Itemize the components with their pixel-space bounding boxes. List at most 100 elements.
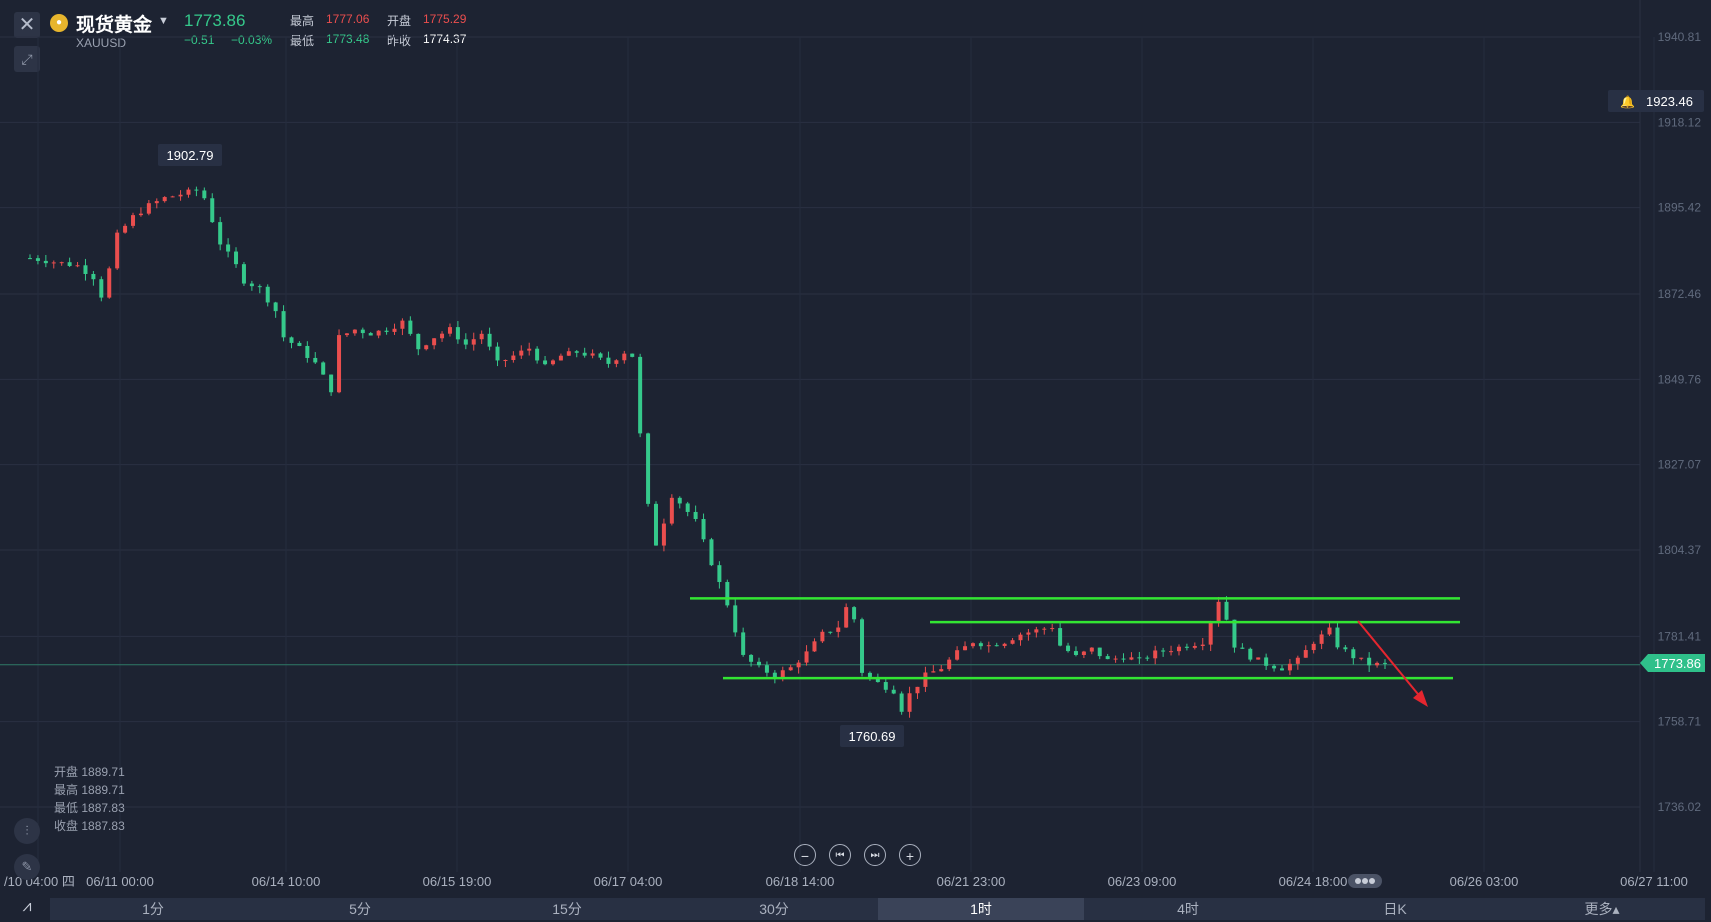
candle — [1335, 622, 1340, 650]
tab-daily[interactable]: 日K — [1383, 901, 1407, 917]
candle — [392, 323, 397, 335]
candle — [867, 671, 872, 681]
candle — [1319, 630, 1324, 650]
candle — [1272, 664, 1277, 672]
x-axis: /10 04:00 四 06/11 00:00 06/14 10:00 06/15 1… — [4, 874, 1688, 889]
candle — [131, 212, 136, 229]
candle — [622, 350, 627, 364]
candle — [519, 345, 524, 359]
candle — [907, 686, 912, 718]
candle — [931, 665, 936, 673]
candle — [1367, 652, 1372, 672]
x-tick-label: 06/11 00:00 — [86, 874, 154, 889]
candle — [1184, 643, 1189, 651]
candle — [566, 347, 571, 356]
tab-1hour[interactable]: 1时 — [878, 898, 1084, 920]
candle — [963, 641, 968, 651]
candle — [234, 247, 239, 268]
candle — [915, 686, 920, 699]
candle — [503, 359, 508, 368]
tab-5min[interactable]: 5分 — [349, 901, 371, 917]
candle — [606, 351, 611, 368]
candle — [384, 327, 389, 335]
candle — [772, 670, 777, 684]
candle — [1248, 647, 1253, 662]
symbol-name[interactable]: 现货黄金 — [76, 15, 153, 36]
candle — [1010, 637, 1015, 645]
candle — [337, 329, 342, 394]
candle — [804, 645, 809, 666]
y-tick-label: 1758.71 — [1658, 715, 1702, 729]
candle — [178, 190, 183, 201]
candle — [91, 270, 96, 286]
candle — [1287, 659, 1292, 676]
candle — [1240, 643, 1245, 649]
candle — [590, 349, 595, 359]
candle — [1129, 652, 1134, 661]
candle — [344, 333, 349, 337]
alert-price-tag[interactable]: 🔔 1923.46 — [1608, 90, 1704, 112]
candle — [329, 374, 334, 396]
candle — [994, 642, 999, 647]
candle — [463, 333, 468, 350]
chart-type-icon[interactable]: ⩘ — [22, 898, 32, 915]
candle — [527, 342, 532, 356]
tab-more[interactable]: 更多▴ — [1584, 901, 1620, 917]
tab-15min[interactable]: 15分 — [552, 901, 582, 917]
candle — [1232, 619, 1237, 653]
zoom-in-button[interactable]: + — [899, 844, 921, 866]
x-tick-label: 06/14 10:00 — [252, 874, 321, 889]
candle — [1351, 647, 1356, 665]
candle — [677, 496, 682, 509]
candle — [614, 359, 619, 368]
candle — [186, 187, 191, 198]
candle — [733, 599, 738, 637]
y-tick-label: 1940.81 — [1658, 30, 1702, 44]
y-tick-label: 1918.12 — [1658, 115, 1702, 129]
candle — [852, 606, 857, 623]
next-button[interactable]: ⏭ — [864, 844, 886, 866]
candle — [1121, 653, 1126, 663]
indicator-icon[interactable]: ⫶ — [14, 818, 40, 844]
candle — [1327, 621, 1332, 636]
prev-button[interactable]: ⏮ — [829, 844, 851, 866]
candle — [107, 266, 112, 299]
candle — [1081, 650, 1086, 659]
tab-30min[interactable]: 30分 — [759, 901, 789, 917]
candle — [123, 223, 128, 234]
zoom-out-button[interactable]: − — [794, 844, 816, 866]
candle — [1295, 655, 1300, 670]
candle — [764, 661, 769, 677]
candle — [796, 660, 801, 674]
candle — [543, 355, 548, 366]
candle — [574, 349, 579, 358]
expand-icon[interactable]: ⤢ — [14, 46, 40, 72]
candle — [59, 261, 64, 266]
candle — [218, 216, 223, 251]
candle — [368, 331, 373, 336]
pencil-icon[interactable]: ✎ — [14, 854, 40, 880]
x-tick-label: 06/17 04:00 — [594, 874, 663, 889]
candle — [162, 196, 167, 203]
candle — [669, 494, 674, 526]
candle — [83, 258, 88, 281]
last-price: 1773.86 — [184, 11, 246, 30]
tab-1min[interactable]: 1分 — [142, 901, 164, 917]
candle — [828, 631, 833, 635]
candle — [28, 254, 32, 260]
chevron-down-icon[interactable]: ▼ — [158, 15, 169, 27]
scroll-indicator[interactable] — [1348, 874, 1382, 888]
candle — [440, 331, 445, 342]
x-tick-label: /10 04:00 四 — [4, 874, 75, 889]
close-button[interactable]: ✕ — [14, 12, 40, 38]
x-tick-label: 06/18 14:00 — [766, 874, 835, 889]
candle — [1383, 659, 1387, 670]
candle — [487, 327, 492, 351]
high-value: 1777.06 — [326, 12, 370, 26]
candle — [550, 359, 555, 366]
candles — [28, 186, 1387, 718]
candle — [1097, 647, 1102, 660]
tab-4hour[interactable]: 4时 — [1177, 901, 1199, 917]
candle — [661, 518, 666, 552]
